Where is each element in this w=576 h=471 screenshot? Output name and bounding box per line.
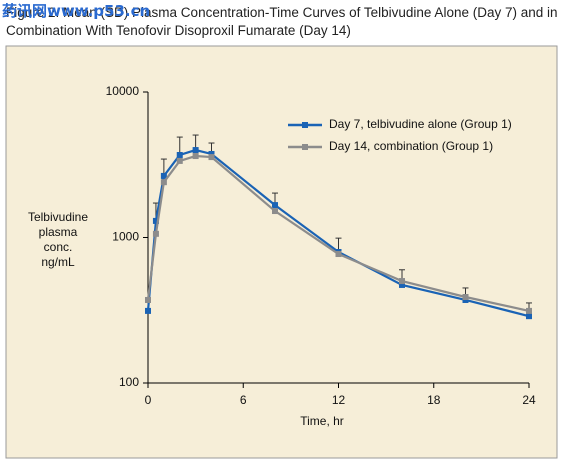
legend-label: Day 14, combination (Group 1): [329, 139, 493, 153]
data-point: [145, 296, 151, 303]
data-point: [152, 230, 159, 237]
watermark: 药讯网www.p53.cn: [2, 2, 151, 20]
data-point: [208, 150, 215, 157]
y-tick-label: 100: [119, 375, 139, 389]
y-axis-label: plasma: [39, 225, 78, 239]
y-axis-label: Telbivudine: [28, 210, 88, 224]
chart-title: Figure 2. Mean (SD) Plasma Concentration…: [6, 5, 558, 38]
data-point: [272, 202, 278, 209]
x-tick-label: 18: [427, 393, 441, 407]
x-tick-label: 0: [145, 393, 152, 407]
data-point: [526, 307, 532, 314]
data-point: [176, 151, 183, 158]
legend-marker: [302, 122, 308, 128]
data-point: [145, 307, 151, 314]
data-point: [399, 278, 405, 285]
panel: [5, 45, 558, 459]
x-tick-label: 6: [240, 393, 247, 407]
legend-label: Day 7, telbivudine alone (Group 1): [329, 117, 512, 131]
data-point: [272, 208, 278, 215]
data-point: [192, 147, 199, 154]
y-axis-label: ng/mL: [41, 255, 75, 269]
data-point: [152, 217, 159, 224]
data-point: [176, 157, 183, 164]
data-point: [526, 313, 532, 320]
data-point: [399, 281, 405, 288]
data-point: [192, 153, 199, 160]
data-point: [160, 172, 167, 179]
y-axis-label: conc.: [44, 240, 73, 254]
y-tick-label: 1000: [112, 230, 139, 244]
data-point: [208, 154, 215, 161]
legend-marker: [302, 144, 308, 150]
x-tick-label: 24: [522, 393, 536, 407]
data-point: [462, 294, 469, 301]
x-axis-label: Time, hr: [300, 414, 344, 428]
y-tick-label: 10000: [106, 84, 140, 98]
x-tick-label: 12: [332, 393, 346, 407]
data-point: [335, 251, 342, 258]
data-point: [160, 179, 167, 186]
